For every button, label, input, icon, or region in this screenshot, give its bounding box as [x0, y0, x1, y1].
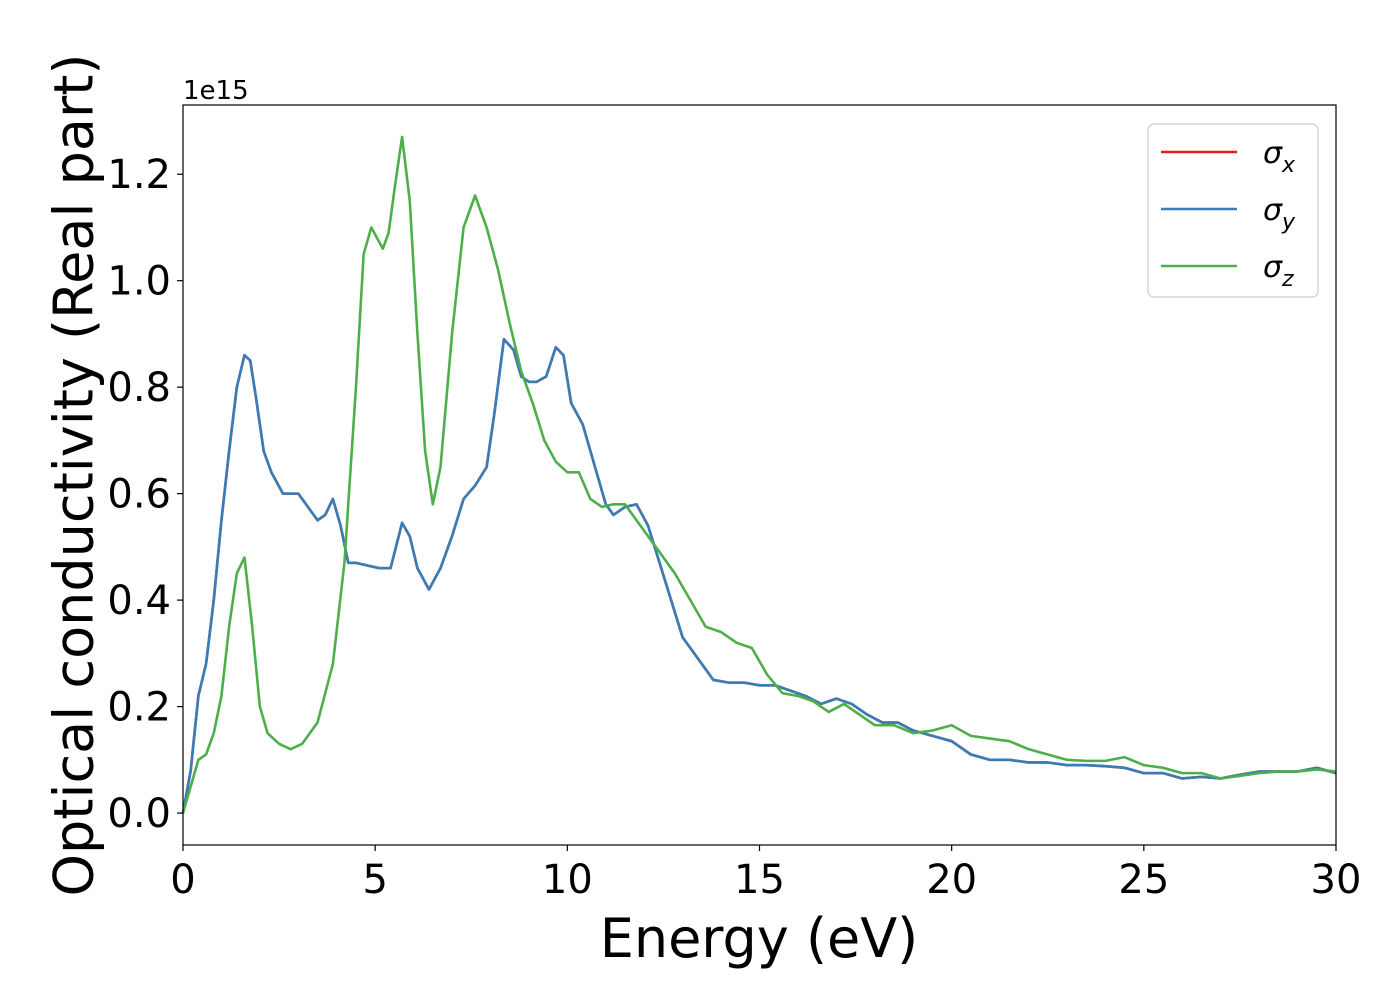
series-line-sigma_y: [181, 337, 1337, 814]
legend-label-z: σz: [1263, 250, 1294, 292]
x-axis-label: Energy (eV): [600, 907, 919, 970]
x-tick-label: 15: [734, 857, 785, 903]
x-tick-label: 30: [1311, 857, 1362, 903]
y-tick-label: 1.2: [107, 152, 171, 198]
x-tick-label: 0: [170, 857, 195, 903]
x-tick-label: 20: [926, 857, 977, 903]
x-tick-label: 10: [542, 857, 593, 903]
series-layer: [181, 135, 1337, 814]
series-line-sigma_z: [181, 135, 1337, 814]
y-tick-label: 0.6: [107, 472, 171, 518]
y-tick-label: 0.2: [107, 685, 171, 731]
x-tick-label: 5: [362, 857, 387, 903]
y-tick-label: 0.8: [107, 365, 171, 411]
y-axis: 0.0 0.2 0.4 0.6 0.8 1.0 1.2: [107, 152, 183, 837]
legend-label-x: σx: [1263, 136, 1296, 178]
legend: σx σy σz: [1147, 123, 1319, 298]
legend-box: [1147, 123, 1319, 298]
x-axis: 0 5 10 15 20 25 30: [170, 845, 1361, 903]
y-offset-label: 1e15: [183, 76, 249, 106]
legend-label-y: σy: [1263, 193, 1296, 235]
y-tick-label: 1.0: [107, 259, 171, 305]
y-tick-label: 0.4: [107, 578, 171, 624]
y-axis-label: Optical conductivity (Real part): [43, 54, 106, 897]
x-tick-label: 25: [1118, 857, 1169, 903]
y-tick-label: 0.0: [107, 791, 171, 837]
